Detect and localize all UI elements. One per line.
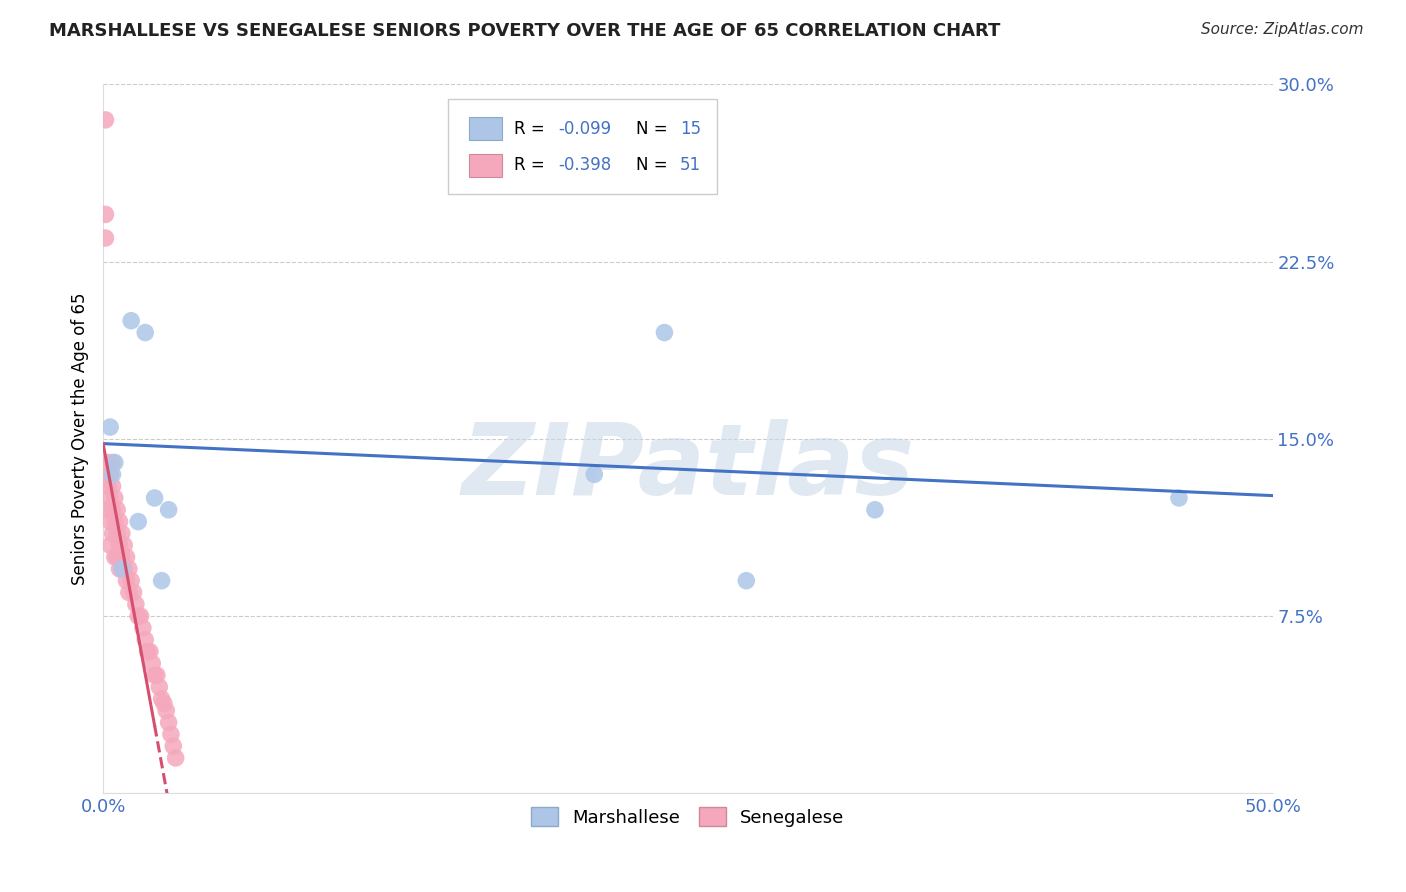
Point bbox=[160, 727, 183, 741]
Legend: Marshallese, Senegalese: Marshallese, Senegalese bbox=[524, 800, 852, 834]
Text: 15: 15 bbox=[679, 120, 700, 137]
Point bbox=[101, 479, 124, 493]
Point bbox=[111, 526, 134, 541]
Point bbox=[146, 668, 169, 682]
Point bbox=[97, 503, 120, 517]
Point bbox=[98, 538, 121, 552]
Point bbox=[735, 574, 758, 588]
Text: R =: R = bbox=[513, 156, 550, 174]
Point bbox=[148, 680, 170, 694]
Text: -0.398: -0.398 bbox=[558, 156, 612, 174]
Point bbox=[143, 491, 166, 505]
Point bbox=[150, 691, 173, 706]
Y-axis label: Seniors Poverty Over the Age of 65: Seniors Poverty Over the Age of 65 bbox=[72, 293, 89, 585]
Point bbox=[134, 326, 156, 340]
Point bbox=[654, 326, 676, 340]
Point bbox=[127, 515, 149, 529]
Text: ZIPatlas: ZIPatlas bbox=[461, 418, 914, 516]
Point bbox=[97, 479, 120, 493]
Point bbox=[162, 739, 184, 753]
Point bbox=[139, 644, 162, 658]
Point bbox=[583, 467, 606, 482]
Point bbox=[94, 231, 117, 245]
Point bbox=[104, 515, 127, 529]
Point bbox=[97, 456, 120, 470]
Point bbox=[1168, 491, 1191, 505]
Point bbox=[863, 503, 886, 517]
Point bbox=[141, 657, 163, 671]
Point bbox=[94, 112, 117, 127]
Text: N =: N = bbox=[637, 120, 673, 137]
Point bbox=[129, 609, 152, 624]
Point bbox=[98, 467, 121, 482]
Point bbox=[104, 491, 127, 505]
Point bbox=[94, 207, 117, 221]
Point bbox=[115, 574, 138, 588]
Point bbox=[108, 538, 131, 552]
FancyBboxPatch shape bbox=[470, 117, 502, 140]
Point bbox=[155, 704, 177, 718]
Point bbox=[125, 597, 148, 611]
Point bbox=[101, 503, 124, 517]
Point bbox=[104, 549, 127, 564]
Point bbox=[132, 621, 155, 635]
Point bbox=[134, 632, 156, 647]
Point bbox=[98, 420, 121, 434]
Text: -0.099: -0.099 bbox=[558, 120, 612, 137]
Point bbox=[157, 715, 180, 730]
Point bbox=[120, 574, 142, 588]
Point bbox=[104, 456, 127, 470]
Text: Source: ZipAtlas.com: Source: ZipAtlas.com bbox=[1201, 22, 1364, 37]
Point bbox=[101, 467, 124, 482]
Point bbox=[112, 538, 135, 552]
FancyBboxPatch shape bbox=[449, 99, 717, 194]
Point bbox=[118, 562, 141, 576]
Point bbox=[111, 562, 134, 576]
Point bbox=[98, 515, 121, 529]
Point bbox=[136, 644, 159, 658]
Point bbox=[120, 314, 142, 328]
Point bbox=[111, 549, 134, 564]
Point bbox=[143, 668, 166, 682]
Point bbox=[108, 515, 131, 529]
Point bbox=[105, 503, 128, 517]
Text: N =: N = bbox=[637, 156, 673, 174]
Point bbox=[105, 549, 128, 564]
Point bbox=[98, 491, 121, 505]
Point bbox=[101, 526, 124, 541]
Text: 51: 51 bbox=[679, 156, 700, 174]
Point bbox=[150, 574, 173, 588]
Point bbox=[153, 697, 176, 711]
FancyBboxPatch shape bbox=[470, 153, 502, 177]
Text: MARSHALLESE VS SENEGALESE SENIORS POVERTY OVER THE AGE OF 65 CORRELATION CHART: MARSHALLESE VS SENEGALESE SENIORS POVERT… bbox=[49, 22, 1001, 40]
Text: R =: R = bbox=[513, 120, 550, 137]
Point bbox=[115, 549, 138, 564]
Point bbox=[112, 562, 135, 576]
Point bbox=[108, 562, 131, 576]
Point bbox=[157, 503, 180, 517]
Point bbox=[118, 585, 141, 599]
Point bbox=[127, 609, 149, 624]
Point bbox=[165, 751, 187, 765]
Point bbox=[105, 526, 128, 541]
Point bbox=[122, 585, 145, 599]
Point bbox=[101, 456, 124, 470]
